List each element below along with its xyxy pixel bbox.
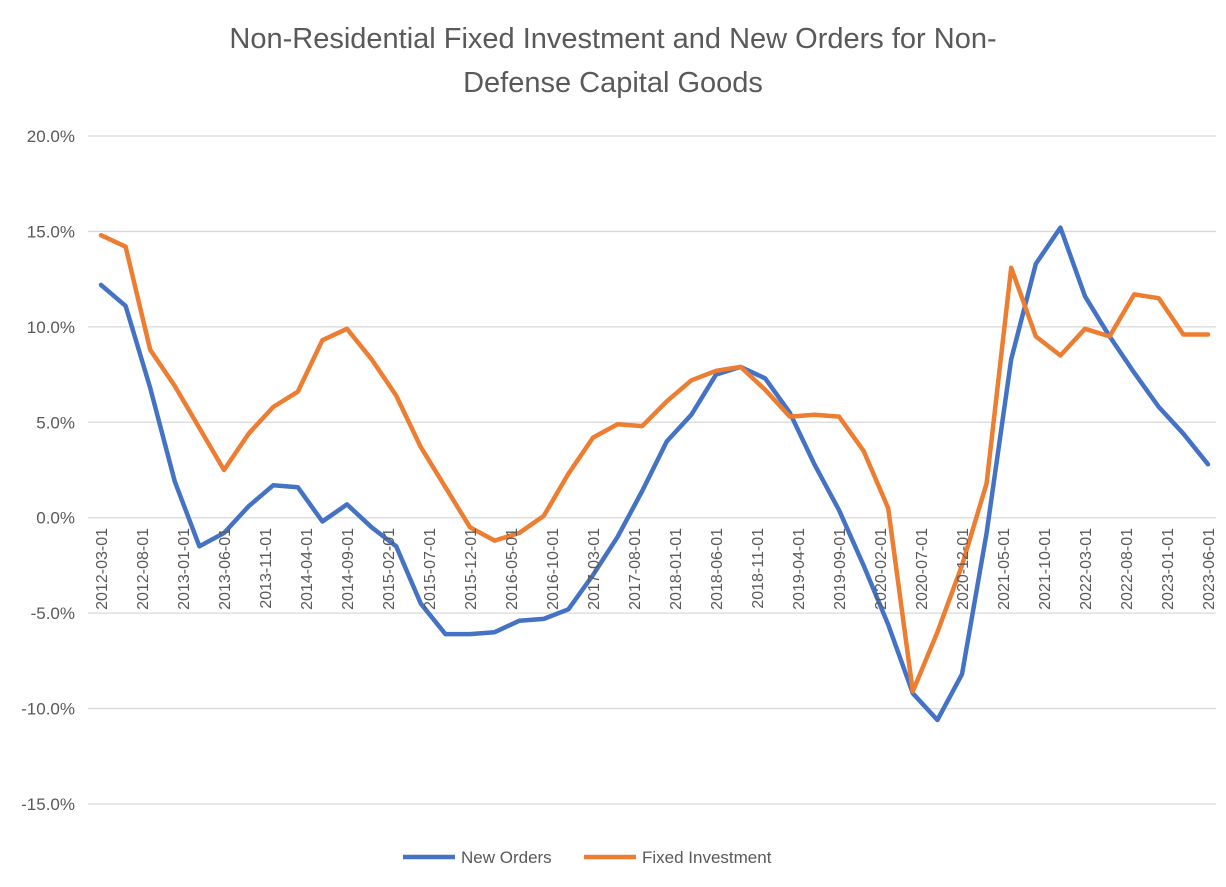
x-tick-label: 2022-03-01 bbox=[1078, 528, 1095, 610]
x-tick-label: 2021-10-01 bbox=[1037, 528, 1054, 610]
x-tick-label: 2016-10-01 bbox=[545, 528, 562, 610]
y-tick-label: -10.0% bbox=[21, 700, 75, 719]
x-tick-label: 2015-02-01 bbox=[381, 528, 398, 610]
y-tick-label: 15.0% bbox=[27, 222, 75, 241]
x-tick-label: 2023-01-01 bbox=[1160, 528, 1177, 610]
y-tick-label: 20.0% bbox=[27, 127, 75, 146]
x-tick-label: 2015-07-01 bbox=[422, 528, 439, 610]
x-tick-label: 2017-08-01 bbox=[627, 528, 644, 610]
legend-label: Fixed Investment bbox=[642, 848, 772, 867]
chart-title-line-1: Non-Residential Fixed Investment and New… bbox=[229, 23, 996, 55]
x-tick-label: 2021-05-01 bbox=[996, 528, 1013, 610]
x-tick-label: 2013-11-01 bbox=[258, 528, 275, 609]
legend-label: New Orders bbox=[461, 848, 552, 867]
series-line-fixed-investment bbox=[98, 232, 1211, 694]
x-tick-label: 2018-11-01 bbox=[750, 528, 767, 609]
y-tick-label: 10.0% bbox=[27, 318, 75, 337]
y-tick-label: -5.0% bbox=[31, 604, 75, 623]
x-tick-label: 2019-09-01 bbox=[832, 528, 849, 610]
x-tick-label: 2018-06-01 bbox=[709, 528, 726, 610]
y-tick-label: -15.0% bbox=[21, 795, 75, 814]
x-tick-label: 2012-08-01 bbox=[135, 528, 152, 610]
x-tick-label: 2012-03-01 bbox=[94, 528, 111, 610]
x-tick-label: 2022-08-01 bbox=[1119, 528, 1136, 610]
x-tick-label: 2020-02-01 bbox=[873, 528, 890, 610]
y-tick-label: 5.0% bbox=[36, 413, 75, 432]
x-tick-label: 2017-03-01 bbox=[586, 528, 603, 610]
x-tick-label: 2013-06-01 bbox=[217, 528, 234, 610]
series-line-new-orders bbox=[98, 225, 1211, 723]
x-tick-label: 2013-01-01 bbox=[176, 528, 193, 610]
x-tick-label: 2016-05-01 bbox=[504, 528, 521, 610]
x-tick-label: 2018-01-01 bbox=[668, 528, 685, 610]
y-tick-label: 0.0% bbox=[36, 509, 75, 528]
x-tick-label: 2015-12-01 bbox=[463, 528, 480, 610]
x-tick-label: 2023-06-01 bbox=[1201, 528, 1218, 610]
x-tick-label: 2019-04-01 bbox=[791, 528, 808, 610]
x-tick-label: 2014-04-01 bbox=[299, 528, 316, 610]
x-tick-label: 2020-07-01 bbox=[914, 528, 931, 610]
x-tick-label: 2020-12-01 bbox=[955, 528, 972, 610]
x-tick-label: 2014-09-01 bbox=[340, 528, 357, 610]
chart-title-line-2: Defense Capital Goods bbox=[463, 67, 763, 99]
